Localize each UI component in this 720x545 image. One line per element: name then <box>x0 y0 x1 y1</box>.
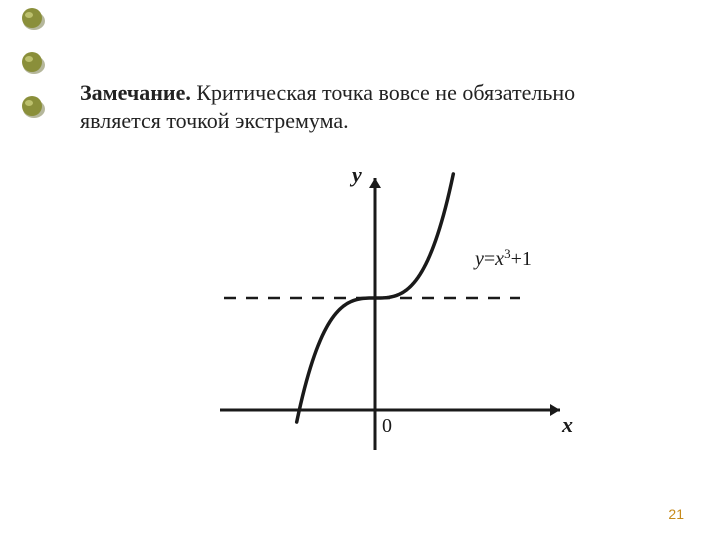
title-line2: является точкой экстремума. <box>80 108 640 134</box>
title-rest: Критическая точка вовсе не обязательно <box>191 80 575 105</box>
svg-text:x: x <box>561 412 573 437</box>
chart-svg: y x 0 y=x3+1 <box>200 160 580 470</box>
bullet-svg <box>12 0 52 540</box>
svg-text:y=x3+1: y=x3+1 <box>473 246 532 271</box>
svg-text:y: y <box>349 162 362 187</box>
page-number: 21 <box>668 506 684 522</box>
svg-text:0: 0 <box>382 415 392 437</box>
title-block: Замечание. Критическая точка вовсе не об… <box>80 80 640 134</box>
bullet-strip <box>12 0 52 540</box>
chart: y x 0 y=x3+1 <box>200 160 580 470</box>
title-bold: Замечание. <box>80 80 191 105</box>
